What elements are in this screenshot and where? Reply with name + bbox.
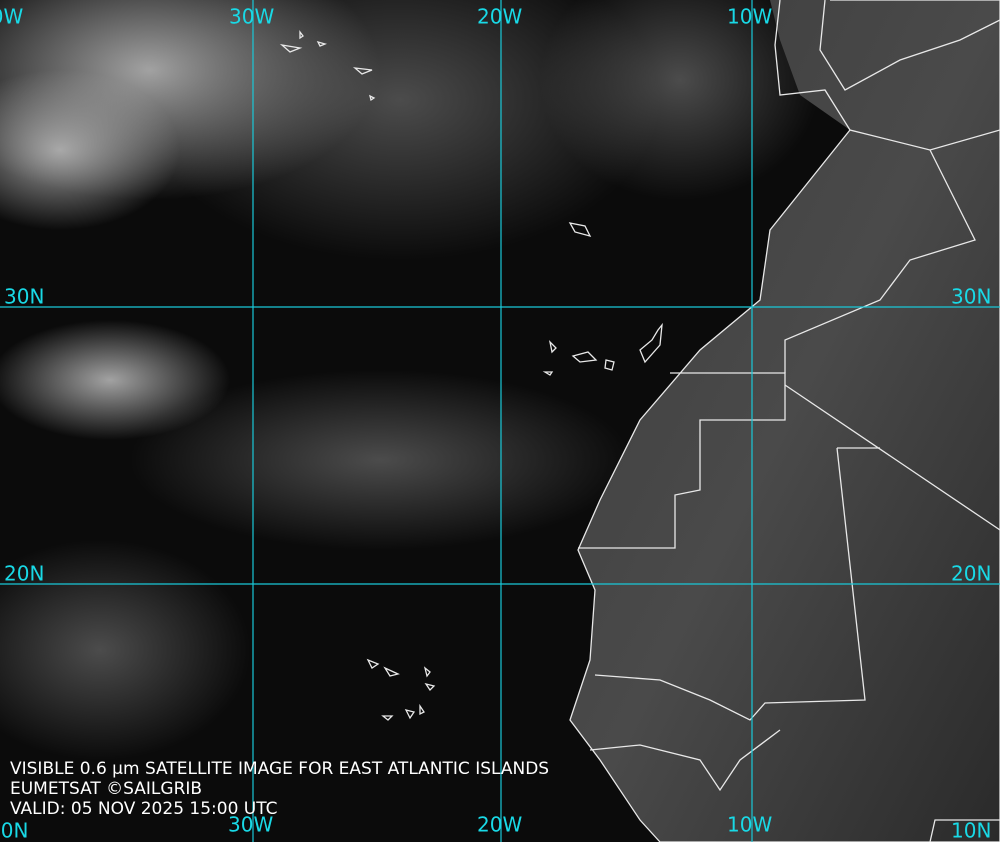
grid-label: 10N	[951, 819, 991, 842]
grid-label: 10W	[727, 5, 772, 29]
grid-label: 30W	[229, 5, 274, 29]
caption-line: VALID: 05 NOV 2025 15:00 UTC	[10, 799, 278, 819]
grid-label: 30W	[228, 813, 273, 837]
grid-label: 20N	[4, 562, 44, 586]
grid-label: 20W	[477, 5, 522, 29]
grid-label: 20N	[951, 562, 991, 586]
caption-line: EUMETSAT ©SAILGRIB	[10, 779, 202, 799]
clouds	[0, 0, 820, 830]
land	[569, 0, 1000, 842]
grid-label: 30N	[4, 285, 44, 309]
grid-label: 40W	[0, 5, 23, 29]
islands	[279, 30, 663, 721]
caption: VISIBLE 0.6 µm SATELLITE IMAGE FOR EAST …	[10, 759, 549, 819]
grid-label: 20W	[477, 813, 522, 837]
grid-label: 10N	[0, 819, 28, 842]
grid-label: 10W	[727, 813, 772, 837]
grid-labels: 40W 30W 20W 10W 30N 20N 10N 30N 20N 10N …	[0, 5, 991, 842]
caption-line: VISIBLE 0.6 µm SATELLITE IMAGE FOR EAST …	[10, 759, 549, 779]
grid-label: 30N	[951, 285, 991, 309]
